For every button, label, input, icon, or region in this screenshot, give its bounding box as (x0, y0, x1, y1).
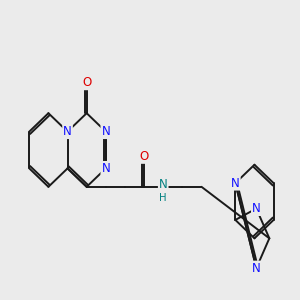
Text: N: N (101, 125, 110, 138)
Text: N: N (63, 125, 72, 138)
Text: N: N (252, 262, 261, 275)
Text: O: O (140, 150, 149, 163)
Text: N: N (252, 202, 261, 215)
Text: N: N (159, 178, 168, 191)
Text: N: N (231, 177, 240, 190)
Text: N: N (101, 162, 110, 175)
Text: O: O (82, 76, 91, 89)
Text: H: H (160, 193, 167, 202)
